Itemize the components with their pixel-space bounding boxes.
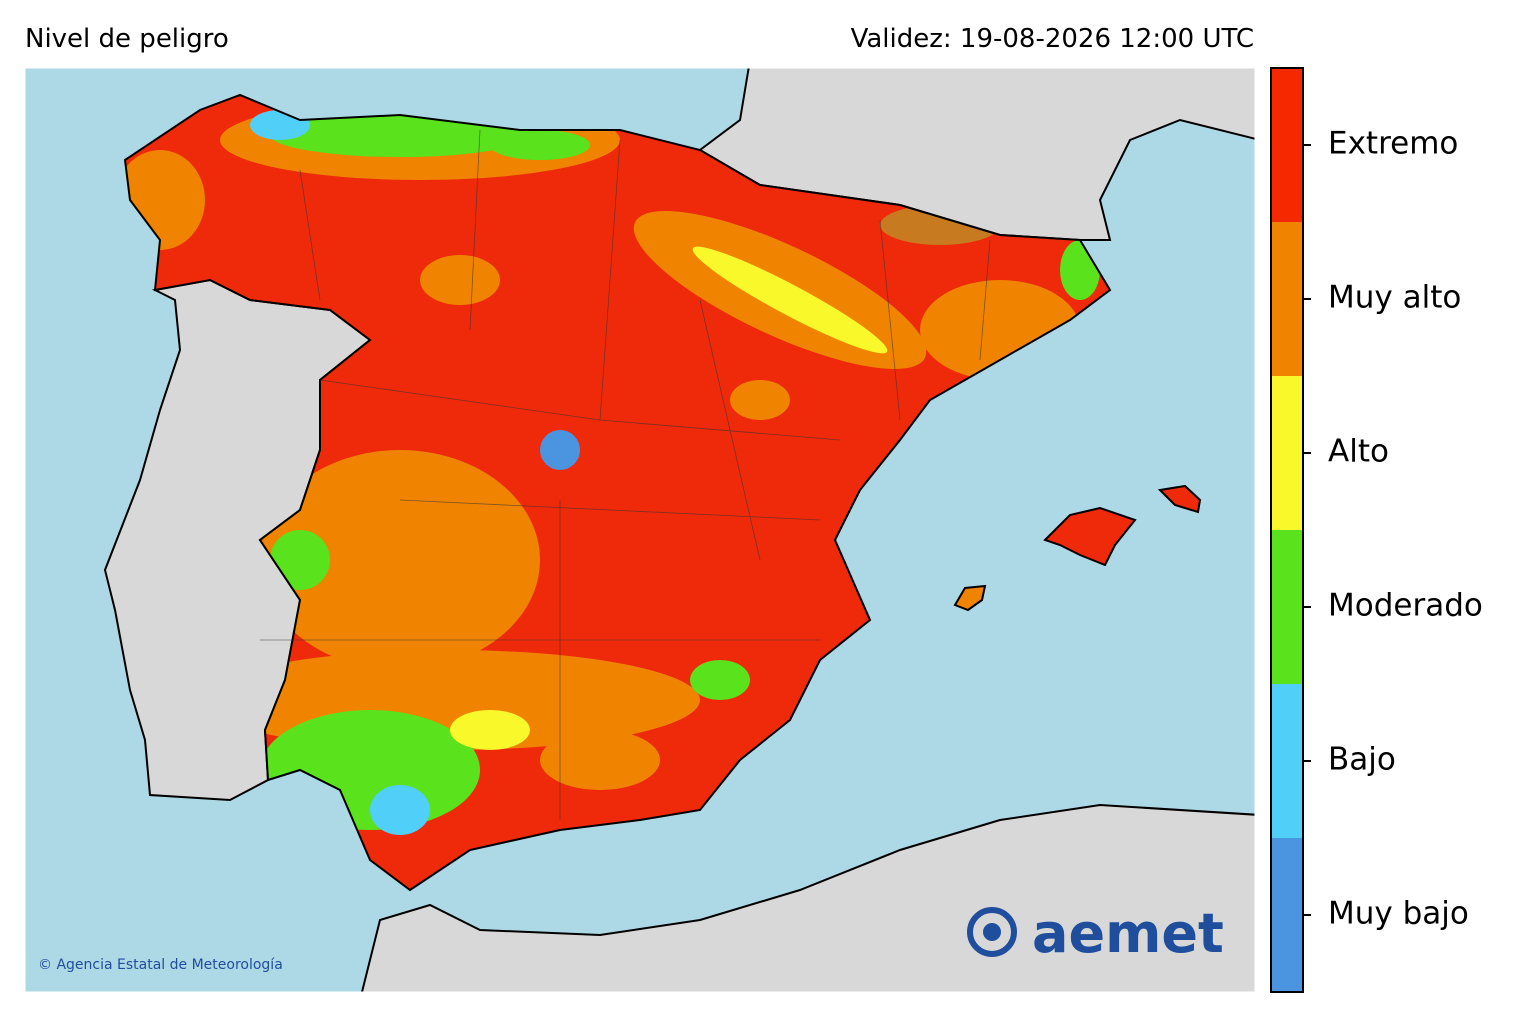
legend-label: Alto (1328, 434, 1389, 470)
legend: Extremo Muy alto Alto Moderado Bajo Muy bajo (1270, 67, 1483, 993)
province-borders (260, 129, 991, 820)
credit: © Agencia Estatal de Meteorología (38, 957, 283, 973)
legend-swatch (1271, 222, 1303, 377)
legend-label: Bajo (1328, 742, 1396, 778)
spain-outline (123, 93, 1112, 892)
africa (360, 803, 1255, 992)
ibiza (953, 584, 987, 612)
legend-frame (1270, 67, 1304, 993)
legend-label: Extremo (1328, 126, 1458, 162)
logo: aemet (967, 902, 1224, 965)
legend-label: Moderado (1328, 588, 1483, 624)
map-title: Nivel de peligro (25, 24, 229, 54)
legend-swatch (1271, 838, 1303, 993)
logo-text: aemet (1032, 902, 1224, 965)
map-frame (24, 67, 1256, 993)
map: © Agencia Estatal de Meteorología aemet (25, 68, 1255, 992)
menorca (1157, 484, 1202, 514)
legend-swatch (1271, 530, 1303, 685)
legend-swatch (1271, 684, 1303, 839)
legend-swatch (1271, 68, 1303, 223)
legend-swatch (1271, 376, 1303, 531)
validity: Validez: 19-08-2026 12:00 UTC (851, 24, 1254, 54)
legend-label: Muy bajo (1328, 896, 1469, 932)
mallorca (1043, 506, 1137, 567)
legend-label: Muy alto (1328, 280, 1461, 316)
